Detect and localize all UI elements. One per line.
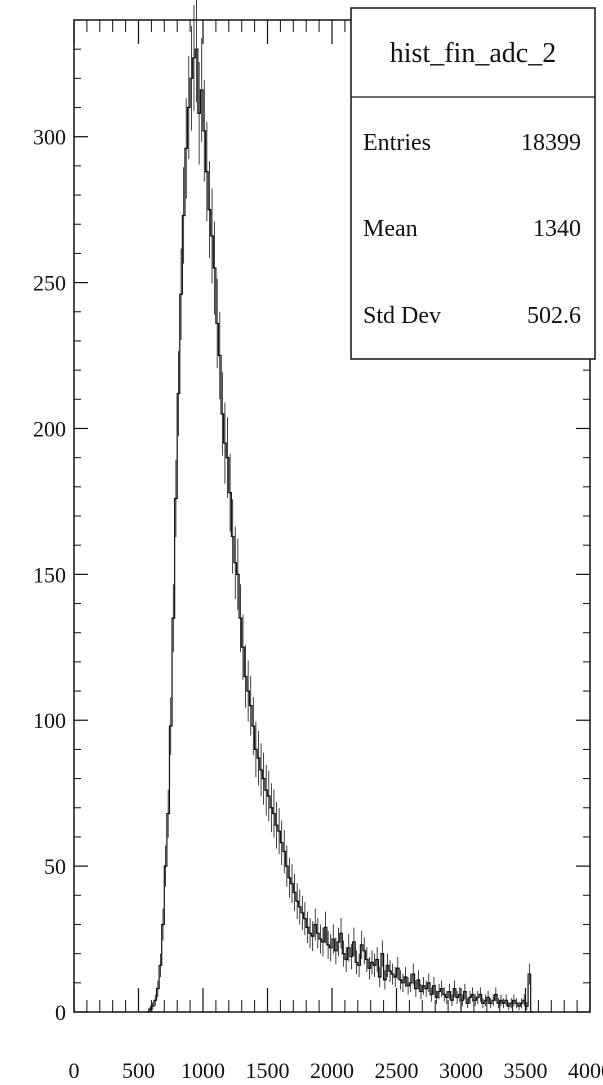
x-tick-label: 3000 [439,1058,483,1083]
x-tick-label: 500 [122,1058,155,1083]
stats-row-label: Mean [363,216,418,242]
x-tick-label: 1000 [181,1058,225,1083]
y-tick-label: 150 [33,562,66,587]
y-tick-label: 0 [55,1000,66,1025]
histogram-line [146,48,534,1013]
x-tick-label: 3500 [504,1058,548,1083]
y-tick-label: 300 [33,125,66,150]
stats-row-value: 502.6 [527,303,581,329]
stats-box [350,7,596,360]
x-tick-label: 0 [69,1058,80,1083]
stats-title: hist_fin_adc_2 [390,38,556,69]
y-tick-label: 250 [33,271,66,296]
y-tick-label: 200 [33,416,66,441]
y-tick-label: 100 [33,708,66,733]
y-tick-label: 50 [44,854,66,879]
stats-row-label: Entries [363,130,431,156]
stats-row-value: 18399 [521,130,581,156]
x-tick-label: 2000 [310,1058,354,1083]
stats-row-value: 1340 [533,216,581,242]
x-tick-label: 2500 [375,1058,419,1083]
x-tick-label: 1500 [246,1058,290,1083]
stats-row-label: Std Dev [363,303,441,329]
